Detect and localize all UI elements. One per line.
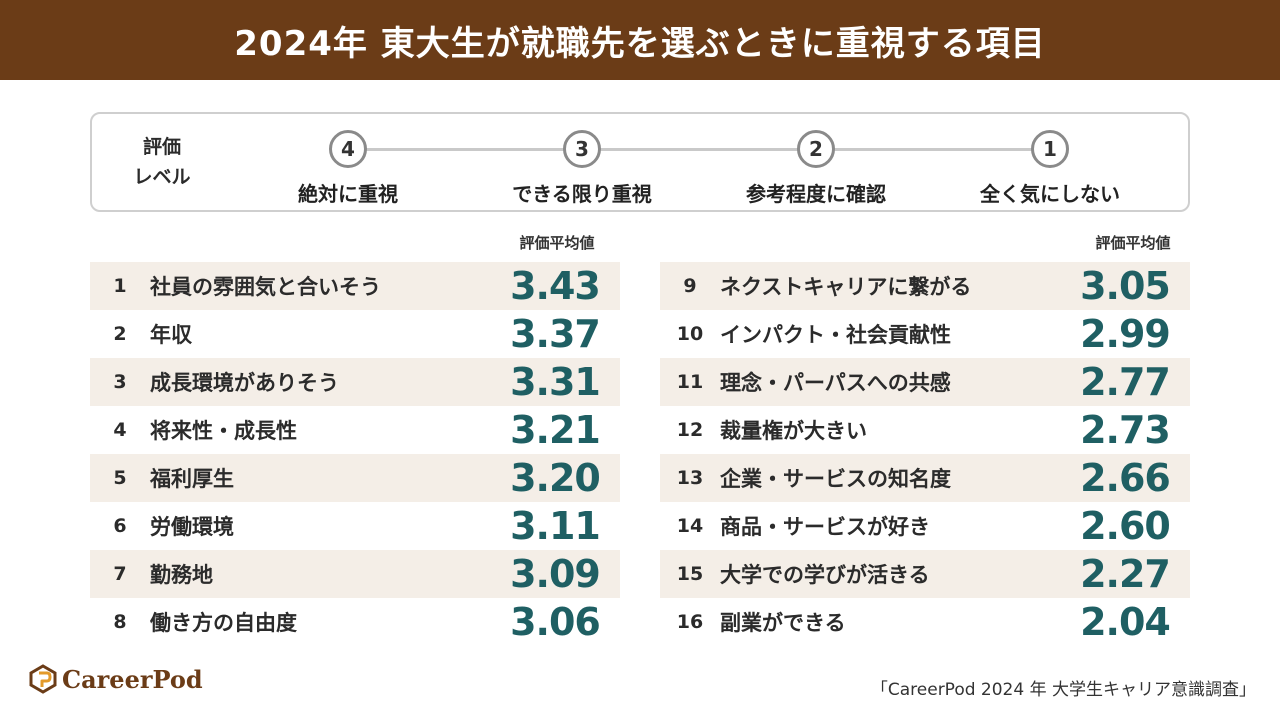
score-value: 3.06 [510, 600, 601, 644]
score-value: 2.27 [1080, 552, 1171, 596]
rank-number: 2 [113, 323, 127, 345]
ranking-row: 4 将来性・成長性 3.21 [90, 406, 620, 454]
score-value: 2.73 [1080, 408, 1171, 452]
level-3: 3 できる限り重視 [472, 130, 692, 207]
score-value: 2.60 [1080, 504, 1171, 548]
level-circle: 4 [329, 130, 367, 168]
rank-number: 7 [113, 563, 127, 585]
item-label: 成長環境がありそう [150, 371, 339, 395]
score-value: 2.04 [1080, 600, 1171, 644]
rank-number: 8 [113, 611, 127, 633]
score-value: 3.05 [1080, 264, 1171, 308]
ranking-row: 15 大学での学びが活きる 2.27 [660, 550, 1190, 598]
item-label: 裁量権が大きい [720, 419, 867, 443]
ranking-row: 5 福利厚生 3.20 [90, 454, 620, 502]
legend-title: 評価 レベル [112, 132, 212, 192]
item-label: インパクト・社会貢献性 [720, 323, 951, 347]
item-label: ネクストキャリアに繋がる [720, 275, 972, 299]
rank-number: 11 [676, 371, 704, 393]
level-label: 全く気にしない [980, 182, 1120, 206]
score-value: 3.09 [510, 552, 601, 596]
ranking-row: 1 社員の雰囲気と合いそう 3.43 [90, 262, 620, 310]
score-value: 3.21 [510, 408, 601, 452]
rank-number: 3 [113, 371, 127, 393]
level-circle: 2 [797, 130, 835, 168]
item-label: 将来性・成長性 [150, 419, 297, 443]
rank-number: 10 [676, 323, 704, 345]
rating-scale-legend: 評価 レベル 4 絶対に重視 3 できる限り重視 2 参考程度に確認 1 全く気… [90, 112, 1190, 212]
level-circle: 3 [563, 130, 601, 168]
ranking-row: 12 裁量権が大きい 2.73 [660, 406, 1190, 454]
item-label: 労働環境 [150, 515, 234, 539]
score-value: 3.20 [510, 456, 601, 500]
item-label: 社員の雰囲気と合いそう [150, 275, 381, 299]
ranking-row: 14 商品・サービスが好き 2.60 [660, 502, 1190, 550]
score-value: 2.99 [1080, 312, 1171, 356]
legend-title-line2: レベル [133, 166, 191, 188]
score-value: 3.31 [510, 360, 601, 404]
score-column-header-right: 評価平均値 [1095, 234, 1171, 252]
rank-number: 6 [113, 515, 127, 537]
ranking-row: 16 副業ができる 2.04 [660, 598, 1190, 646]
ranking-row: 8 働き方の自由度 3.06 [90, 598, 620, 646]
item-label: 商品・サービスが好き [720, 515, 930, 539]
rank-number: 15 [676, 563, 704, 585]
page-title: 2024年 東大生が就職先を選ぶときに重視する項目 [234, 23, 1046, 64]
rank-number: 4 [113, 419, 127, 441]
ranking-row: 13 企業・サービスの知名度 2.66 [660, 454, 1190, 502]
rank-number: 14 [676, 515, 704, 537]
item-label: 働き方の自由度 [150, 611, 297, 635]
level-label: 絶対に重視 [298, 182, 398, 206]
legend-title-line1: 評価 [142, 136, 181, 158]
rank-number: 12 [676, 419, 704, 441]
item-label: 福利厚生 [150, 467, 234, 491]
ranking-list-right: 9 ネクストキャリアに繋がる 3.05 10 インパクト・社会貢献性 2.99 11 理念・パ… [660, 262, 1190, 646]
level-1: 1 全く気にしない [940, 130, 1160, 207]
title-banner: 2024年 東大生が就職先を選ぶときに重視する項目 [0, 0, 1280, 80]
score-value: 2.66 [1080, 456, 1171, 500]
item-label: 副業ができる [720, 611, 846, 635]
ranking-row: 9 ネクストキャリアに繋がる 3.05 [660, 262, 1190, 310]
rank-number: 16 [676, 611, 704, 633]
score-value: 3.43 [510, 264, 601, 308]
careerpod-logo: CareerPod [28, 664, 203, 694]
source-citation: 「CareerPod 2024 年 大学生キャリア意識調査」 [870, 680, 1256, 700]
item-label: 大学での学びが活きる [720, 563, 930, 587]
item-label: 理念・パーパスへの共感 [720, 371, 951, 395]
rank-number: 1 [113, 275, 127, 297]
level-2: 2 参考程度に確認 [706, 130, 926, 207]
ranking-row: 7 勤務地 3.09 [90, 550, 620, 598]
score-column-header-left: 評価平均値 [519, 234, 595, 252]
scale-connector-line [348, 148, 1052, 151]
rank-number: 9 [683, 275, 697, 297]
ranking-row: 10 インパクト・社会貢献性 2.99 [660, 310, 1190, 358]
careerpod-logo-icon [29, 664, 57, 694]
item-label: 年収 [150, 323, 192, 347]
ranking-list-left: 1 社員の雰囲気と合いそう 3.43 2 年収 3.37 3 成長環境がありそう 3.31 4 将来… [90, 262, 620, 646]
level-label: 参考程度に確認 [746, 182, 886, 206]
score-value: 2.77 [1080, 360, 1171, 404]
level-label: できる限り重視 [512, 182, 652, 206]
rank-number: 5 [113, 467, 127, 489]
level-circle: 1 [1031, 130, 1069, 168]
score-value: 3.11 [510, 504, 601, 548]
ranking-row: 11 理念・パーパスへの共感 2.77 [660, 358, 1190, 406]
ranking-row: 6 労働環境 3.11 [90, 502, 620, 550]
level-4: 4 絶対に重視 [238, 130, 458, 207]
score-value: 3.37 [510, 312, 601, 356]
ranking-row: 3 成長環境がありそう 3.31 [90, 358, 620, 406]
item-label: 企業・サービスの知名度 [720, 467, 951, 491]
ranking-row: 2 年収 3.37 [90, 310, 620, 358]
rank-number: 13 [676, 467, 704, 489]
logo-text: CareerPod [62, 664, 203, 694]
item-label: 勤務地 [150, 563, 213, 587]
